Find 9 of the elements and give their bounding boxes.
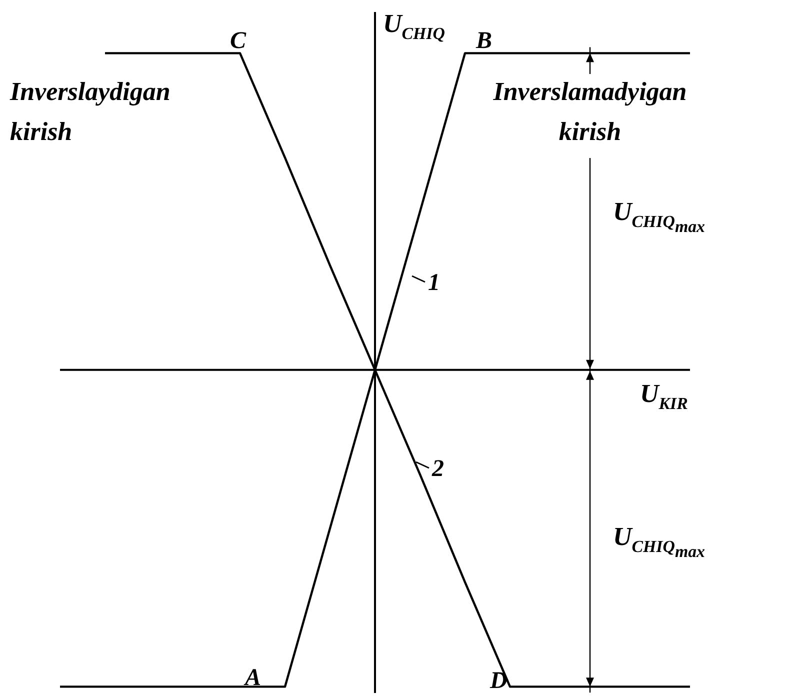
annotation: 2 — [431, 456, 444, 482]
annotation: C — [230, 28, 247, 54]
annotation: A — [243, 665, 262, 691]
annotation: B — [475, 28, 492, 54]
annotation: 1 — [428, 270, 440, 296]
annotation: Inverslamadyigan kirish — [492, 77, 687, 146]
y-axis-title: U$_{CHIQ}$ — [383, 9, 445, 43]
annotation: Inverslaydigan kirish — [9, 77, 170, 146]
x-axis-title: U$_{KIR}$ — [640, 378, 688, 413]
